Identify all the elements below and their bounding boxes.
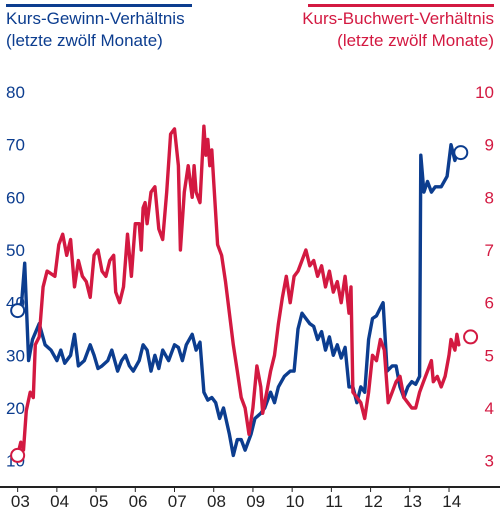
x-tick-label: 07 — [168, 492, 187, 511]
left-tick-label: 30 — [6, 346, 25, 365]
x-tick-label: 14 — [442, 492, 461, 511]
left-title-rule — [6, 4, 192, 7]
x-tick-label: 09 — [246, 492, 265, 511]
left-tick-label: 50 — [6, 241, 25, 260]
right-axis-title-line1: Kurs-Buchwert-Verhältnis — [302, 9, 494, 28]
right-tick-label: 3 — [485, 452, 494, 471]
left-axis-title: Kurs-Gewinn-Verhältnis (letzte zwölf Mon… — [6, 8, 185, 52]
right-tick-label: 8 — [485, 188, 494, 207]
kbv-start-marker — [10, 447, 26, 463]
right-title-rule — [308, 4, 494, 7]
right-axis-title-line2: (letzte zwölf Monate) — [337, 31, 494, 50]
x-tick-label: 11 — [325, 492, 343, 511]
x-tick-label: 12 — [364, 492, 383, 511]
right-tick-label: 10 — [475, 83, 494, 102]
right-axis-title: Kurs-Buchwert-Verhältnis (letzte zwölf M… — [302, 8, 494, 52]
right-tick-label: 7 — [485, 241, 494, 260]
kgv-start-marker — [10, 303, 26, 319]
right-tick-label: 5 — [485, 346, 494, 365]
kbv-end-marker — [463, 329, 479, 345]
x-tick-label: 03 — [11, 492, 30, 511]
x-tick-label: 05 — [89, 492, 108, 511]
kgv-end-marker — [453, 145, 469, 161]
x-tick-label: 08 — [207, 492, 226, 511]
left-axis-title-line1: Kurs-Gewinn-Verhältnis — [6, 9, 185, 28]
kgv-series-line — [15, 143, 461, 458]
x-tick-label: 06 — [129, 492, 148, 511]
right-tick-label: 6 — [485, 294, 494, 313]
kbv-series-line — [15, 124, 461, 458]
left-tick-label: 60 — [6, 188, 25, 207]
left-tick-label: 20 — [6, 399, 25, 418]
x-tick-label: 13 — [403, 492, 422, 511]
left-tick-label: 80 — [6, 83, 25, 102]
right-tick-label: 9 — [485, 136, 494, 155]
x-tick-label: 10 — [285, 492, 304, 511]
x-tick-label: 04 — [50, 492, 69, 511]
left-tick-label: 70 — [6, 136, 25, 155]
left-axis-title-line2: (letzte zwölf Monate) — [6, 31, 163, 50]
right-tick-label: 4 — [485, 399, 494, 418]
